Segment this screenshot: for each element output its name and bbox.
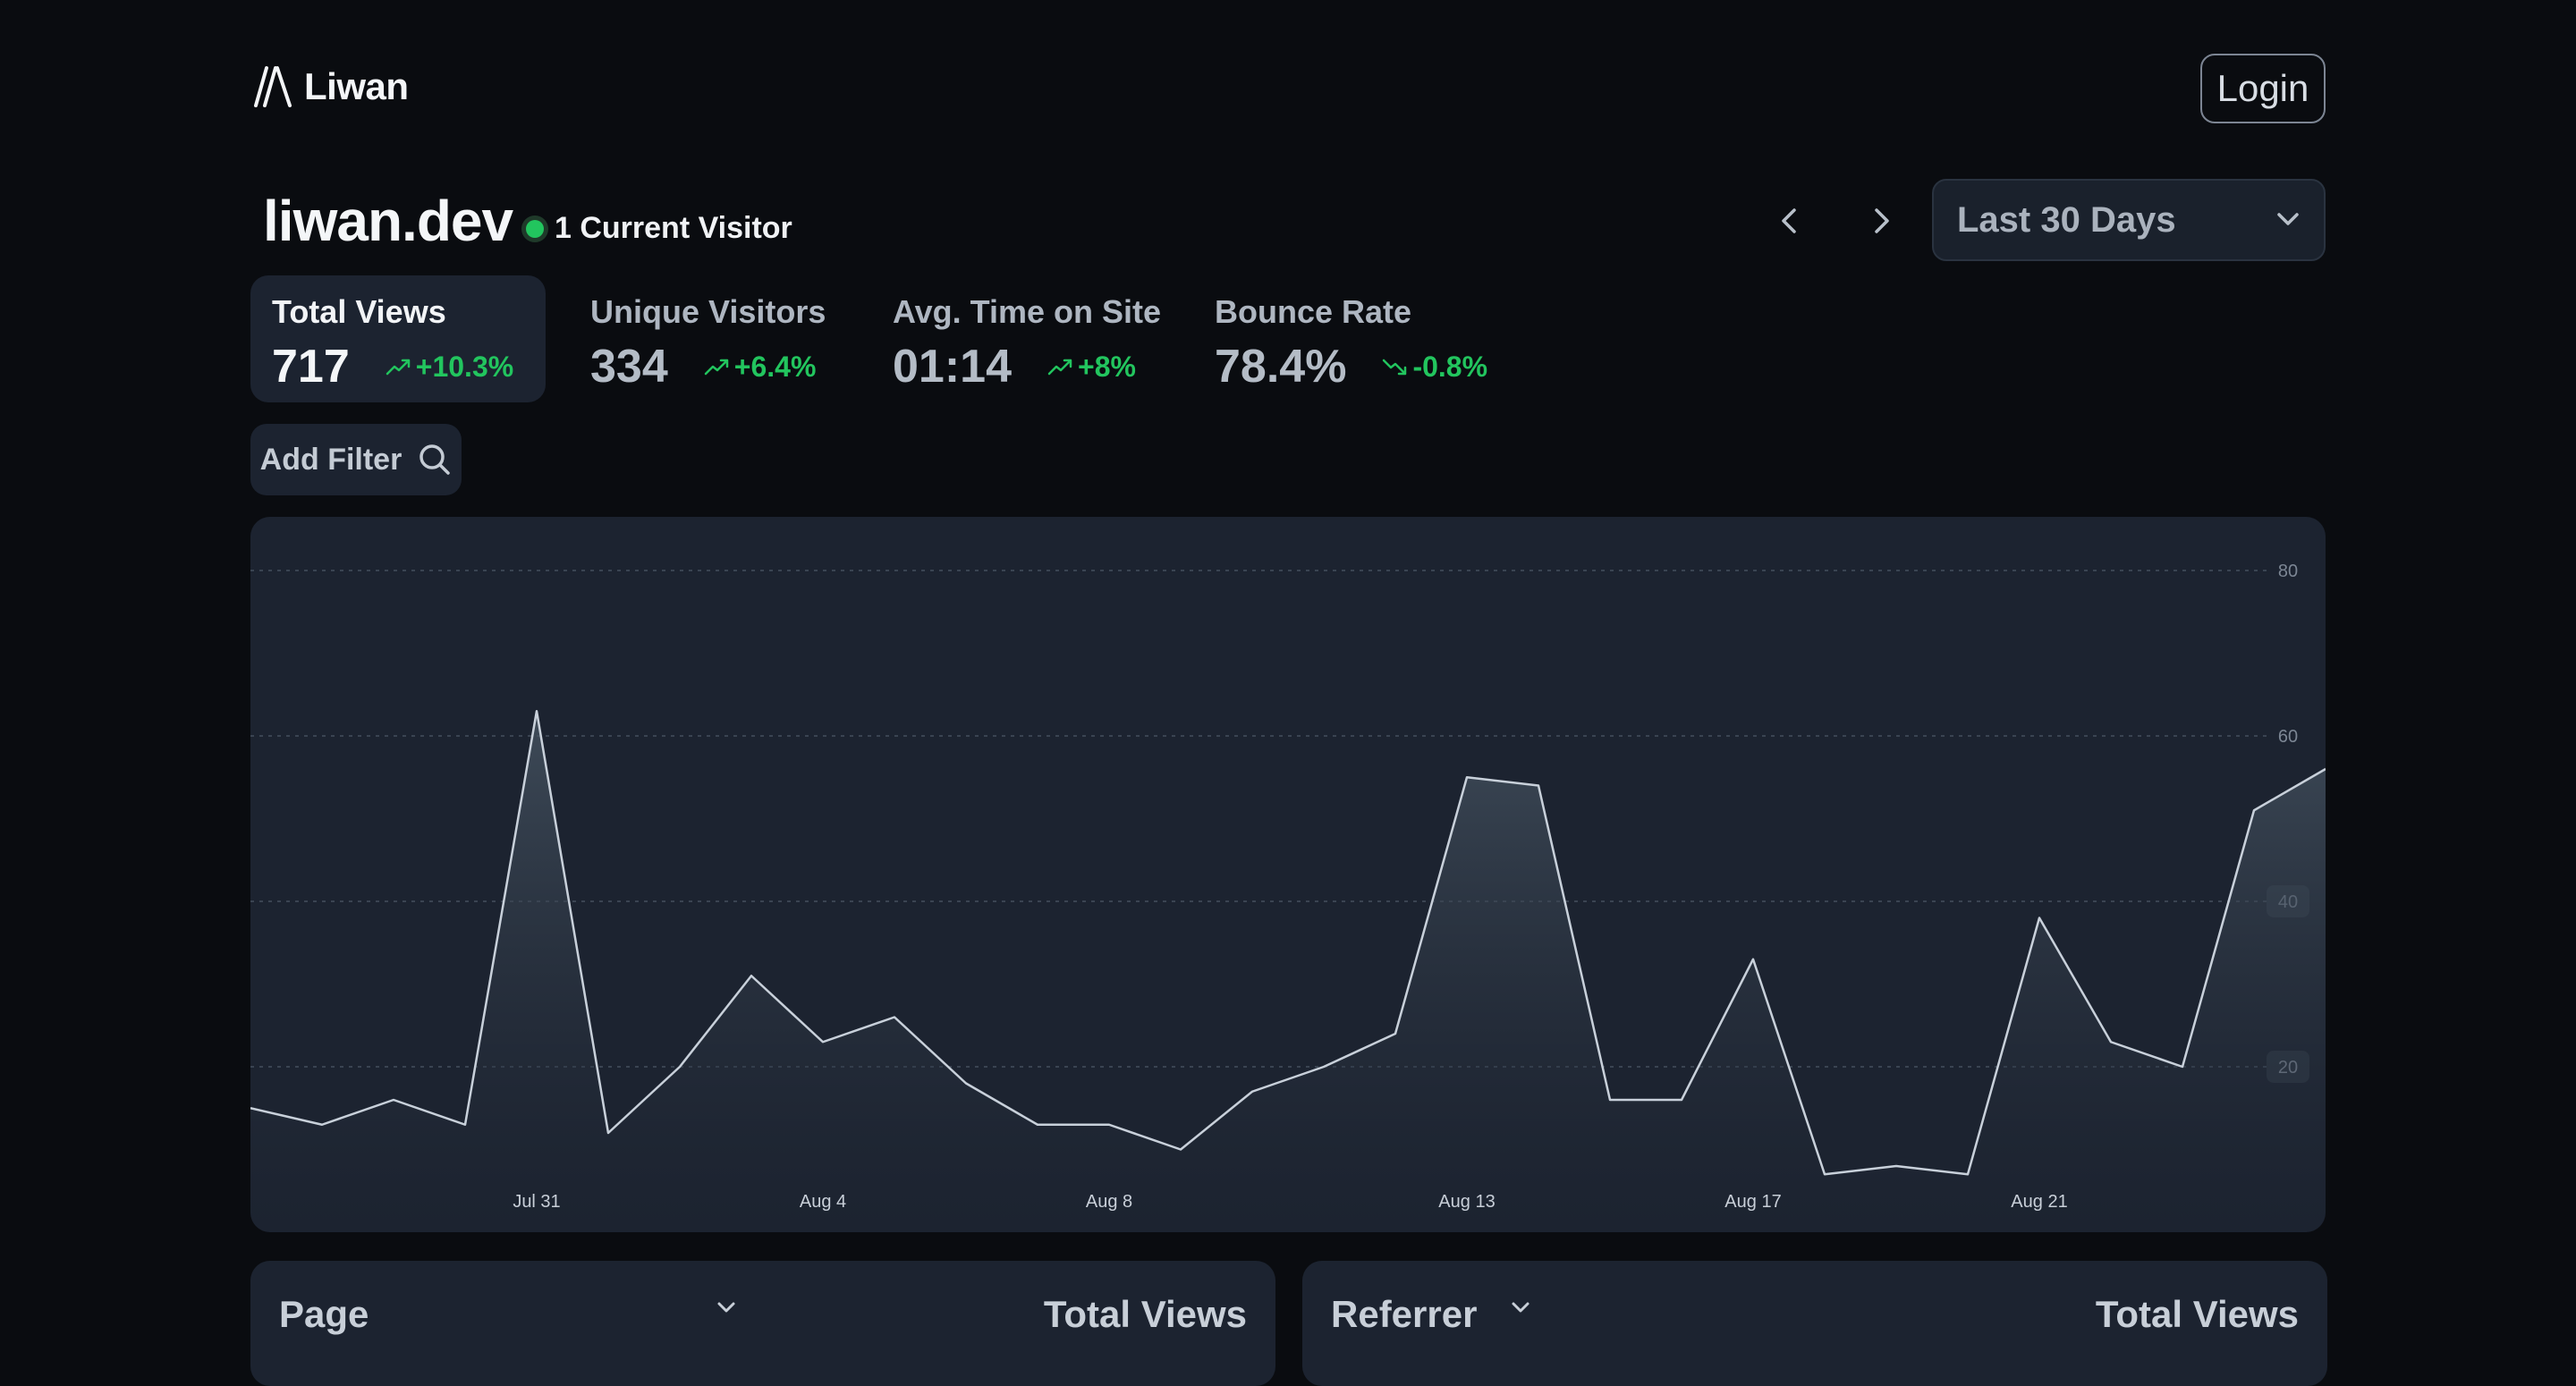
trend-up-icon <box>704 359 729 376</box>
app-logo[interactable]: Liwan <box>252 64 409 109</box>
x-tick-label: Aug 8 <box>1086 1192 1132 1212</box>
chevron-left-icon <box>1782 208 1796 233</box>
trend-up-icon <box>386 359 411 376</box>
table-dimension-select[interactable]: Page <box>279 1293 369 1335</box>
metric-label: Bounce Rate <box>1215 293 1412 330</box>
metric-change: -0.8% <box>1412 350 1488 383</box>
table-metric-header: Total Views <box>1043 1293 1247 1335</box>
date-range-select[interactable]: Last 30 Days <box>1932 179 2326 261</box>
series-area <box>250 711 2326 1232</box>
chevron-down-icon[interactable] <box>716 1300 737 1316</box>
series-line <box>250 710 2326 1176</box>
x-tick-label: Aug 17 <box>1724 1192 1781 1212</box>
add-filter-button[interactable]: Add Filter <box>250 424 462 495</box>
login-button[interactable]: Login <box>2200 54 2326 123</box>
metric-label: Avg. Time on Site <box>893 293 1162 330</box>
metric-unique-visitors[interactable]: Unique Visitors 334 +6.4% <box>569 275 855 402</box>
y-tick-label: 80 <box>2278 562 2298 581</box>
metric-value: 78.4% <box>1215 341 1347 393</box>
metric-avg-time-on-site[interactable]: Avg. Time on Site 01:14 +8% <box>871 275 1175 402</box>
previous-range-button[interactable] <box>1767 199 1810 243</box>
metric-label: Total Views <box>272 293 446 330</box>
metric-change: +10.3% <box>415 350 514 383</box>
metric-total-views[interactable]: Total Views 717 +10.3% <box>250 275 546 402</box>
metric-value: 717 <box>272 341 350 393</box>
trend-up-icon <box>1047 359 1072 376</box>
table-metric-header: Total Views <box>2095 1293 2299 1335</box>
next-range-button[interactable] <box>1860 199 1903 243</box>
metric-label: Unique Visitors <box>590 293 826 330</box>
metric-bounce-rate[interactable]: Bounce Rate 78.4% -0.8% <box>1193 275 1515 402</box>
pages-table-card: Page Total Views <box>250 1261 1275 1386</box>
liwan-logo-icon <box>254 66 292 107</box>
x-tick-label: Aug 13 <box>1438 1192 1495 1212</box>
live-status-dot <box>526 219 544 238</box>
metric-change: +6.4% <box>733 350 817 383</box>
referrers-table-card: Referrer Total Views <box>1302 1261 2327 1386</box>
search-icon <box>419 444 451 475</box>
metric-change: +8% <box>1078 350 1136 383</box>
app-name: Liwan <box>304 65 409 107</box>
date-range-value: Last 30 Days <box>1957 199 2176 240</box>
chevron-right-icon <box>1875 208 1889 233</box>
x-tick-label: Jul 31 <box>513 1192 560 1212</box>
chevron-down-icon <box>2277 213 2299 225</box>
trend-down-icon <box>1383 359 1407 376</box>
x-tick-label: Aug 21 <box>2011 1192 2067 1212</box>
table-dimension-select[interactable]: Referrer <box>1331 1293 1478 1335</box>
site-domain: liwan.dev <box>263 189 513 253</box>
add-filter-label: Add Filter <box>259 442 402 477</box>
current-visitors: 1 Current Visitor <box>526 211 792 246</box>
x-tick-label: Aug 4 <box>800 1192 846 1212</box>
metric-value: 334 <box>590 341 668 393</box>
y-tick-label: 60 <box>2278 727 2298 747</box>
chevron-down-icon[interactable] <box>1510 1300 1531 1316</box>
current-visitors-label: 1 Current Visitor <box>555 211 792 245</box>
metric-value: 01:14 <box>893 341 1012 393</box>
